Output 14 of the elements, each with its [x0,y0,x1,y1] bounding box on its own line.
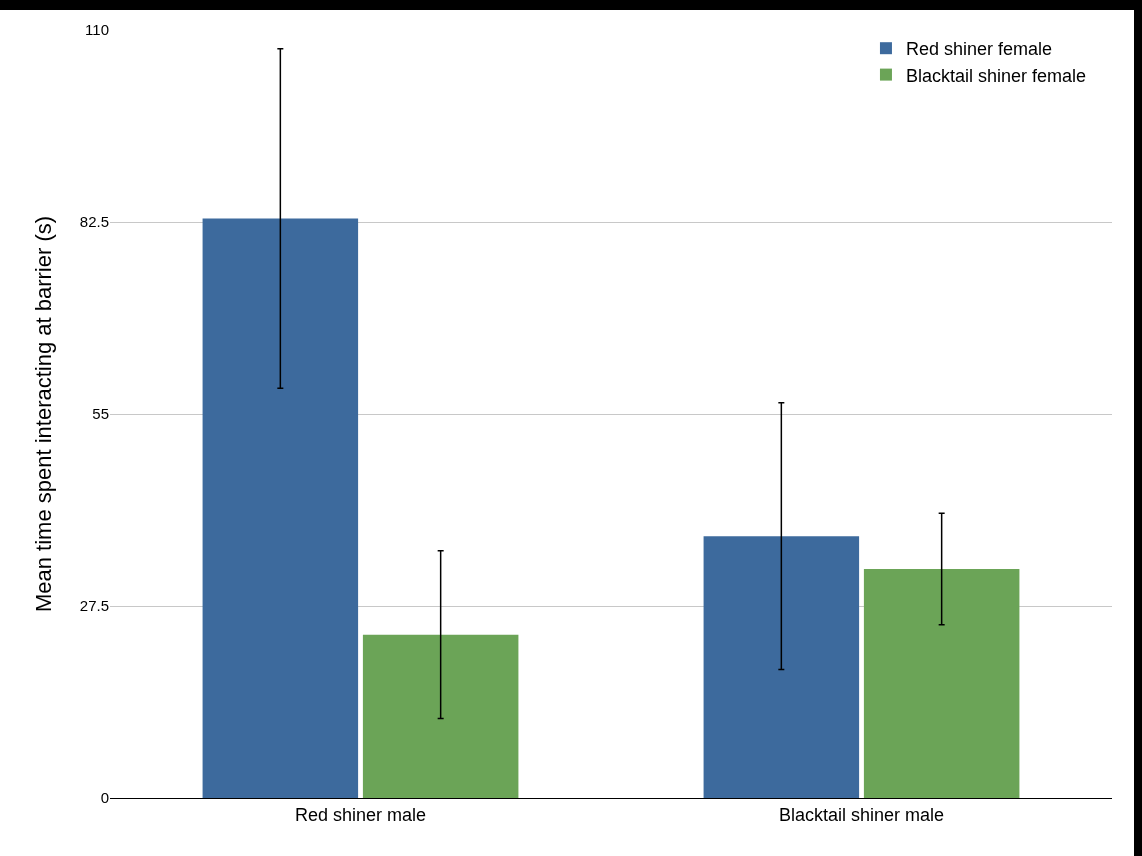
y-tick-label: 0 [100,789,109,807]
x-tick-label: Blacktail shiner male [778,804,945,825]
y-axis-title: Mean time spent interacting at barrier (s) [30,215,56,613]
y-tick-label: 27.5 [79,597,109,615]
legend-label: Blacktail shiner female [905,65,1087,86]
bar [362,634,519,798]
x-tick-label: Red shiner male [294,804,427,825]
y-tick-label: 110 [85,21,109,39]
bar [703,536,860,798]
bar [863,569,1020,798]
y-tick-label: 82.5 [79,213,109,231]
bar [202,218,359,798]
legend-label: Red shiner female [905,39,1053,60]
y-tick-label: 55 [92,405,109,423]
